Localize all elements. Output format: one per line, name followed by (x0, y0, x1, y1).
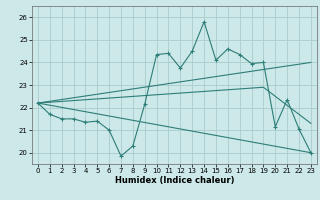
X-axis label: Humidex (Indice chaleur): Humidex (Indice chaleur) (115, 176, 234, 185)
